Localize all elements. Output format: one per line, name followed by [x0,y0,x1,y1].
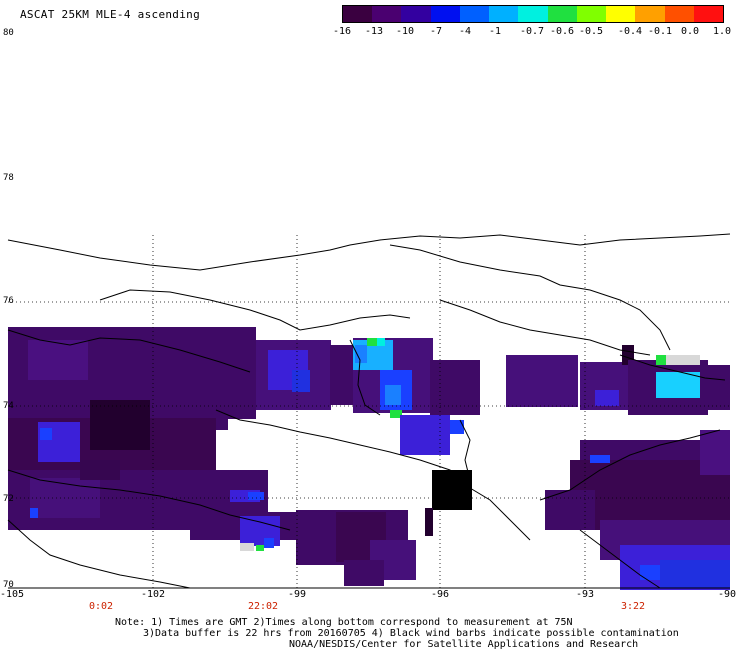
data-cell [506,355,578,407]
colorbar-segment [693,6,724,22]
colorbar-segment [459,6,490,22]
colorbar-label: -0.5 [578,26,604,37]
colorbar-segment [518,6,548,22]
data-cell [292,370,310,392]
colorbar-label: -0.4 [617,26,643,37]
colorbar-segment [547,6,577,22]
data-cell [367,338,377,346]
data-cell [90,400,150,450]
colorbar-segment [372,6,402,22]
coastline [439,299,651,356]
data-cell [432,470,472,510]
longitude-label: -99 [287,589,307,600]
longitude-label: -90 [717,589,737,600]
data-cell [590,455,610,463]
longitude-label: -93 [575,589,595,600]
colorbar-label: 1.0 [712,26,732,37]
colorbar-segment [576,6,607,22]
colorbar-label: -10 [395,26,415,37]
longitude-label: -102 [140,589,166,600]
colorbar-label: 0.0 [680,26,700,37]
coastline [459,419,471,481]
data-cell [660,560,730,588]
coastline [539,429,721,501]
coastline [7,233,731,271]
coastline [579,529,661,589]
colorbar-label: -1 [488,26,502,37]
time-label: 22:02 [247,601,279,612]
data-cell [344,560,384,586]
note-line-1: Note: 1) Times are GMT 2)Times along bot… [115,617,573,628]
data-cell [240,543,254,551]
colorbar-label: -7 [429,26,443,37]
data-field [8,327,730,590]
colorbar-segment [343,6,373,22]
coastline [389,244,671,351]
data-cell [700,365,730,410]
data-cell [545,490,595,530]
colorbar-segment [664,6,694,22]
data-cell [656,355,666,365]
data-cell [450,420,464,434]
colorbar-labels: -16 -13 -10 -7 -4 -1 -0.7 -0.6 -0.5 -0.4… [324,26,740,38]
data-cell [400,415,450,455]
colorbar-segment [606,6,636,22]
data-cell [216,410,228,430]
coastline [619,354,726,381]
data-cell [430,360,480,415]
data-cell [80,460,120,480]
data-cell [385,385,401,405]
latitude-label: 80 [3,28,14,38]
data-cell [248,492,264,500]
time-label: 0:02 [88,601,114,612]
longitude-label: -96 [430,589,450,600]
data-cell [330,345,354,405]
latitude-label: 78 [3,173,14,183]
data-cell [425,508,433,536]
coastline [7,329,251,373]
data-cell [700,430,730,475]
colorbar-label: -0.7 [519,26,545,37]
coastline [7,469,291,531]
coastlines [7,233,731,589]
data-cell [664,355,700,365]
time-label: 3:22 [620,601,646,612]
colorbar-label: -4 [458,26,472,37]
latitude-label: 72 [3,494,14,504]
data-cell [355,345,367,363]
colorbar-label: -13 [364,26,384,37]
map-title: ASCAT 25KM MLE-4 ascending [20,8,200,21]
coastline [215,409,531,541]
data-cell [595,390,619,406]
colorbar-label: -0.6 [549,26,575,37]
data-cell [40,428,52,440]
data-cell [640,565,660,580]
colorbar-segment [489,6,519,22]
data-cell [656,372,700,398]
colorbar-segment [430,6,460,22]
graticule [8,235,730,588]
note-line-2: 3)Data buffer is 22 hrs from 20160705 4)… [143,628,679,639]
coastline [7,519,191,589]
longitude-label: -105 [0,589,25,600]
colorbar-segment [635,6,665,22]
colorbar-label: -0.1 [647,26,673,37]
data-cell [264,538,274,548]
note-line-3: NOAA/NESDIS/Center for Satellite Applica… [289,639,639,650]
colorbar [342,5,724,23]
coastline [349,339,381,416]
colorbar-label: -16 [332,26,352,37]
latitude-label: 70 [3,580,14,590]
data-cell [30,508,38,518]
data-cell [377,338,385,346]
latitude-label: 76 [3,296,14,306]
coastline [99,289,411,331]
data-cell [28,340,88,380]
colorbar-segment [401,6,431,22]
data-cell [256,545,264,551]
latitude-label: 74 [3,401,14,411]
data-cell [390,410,402,418]
